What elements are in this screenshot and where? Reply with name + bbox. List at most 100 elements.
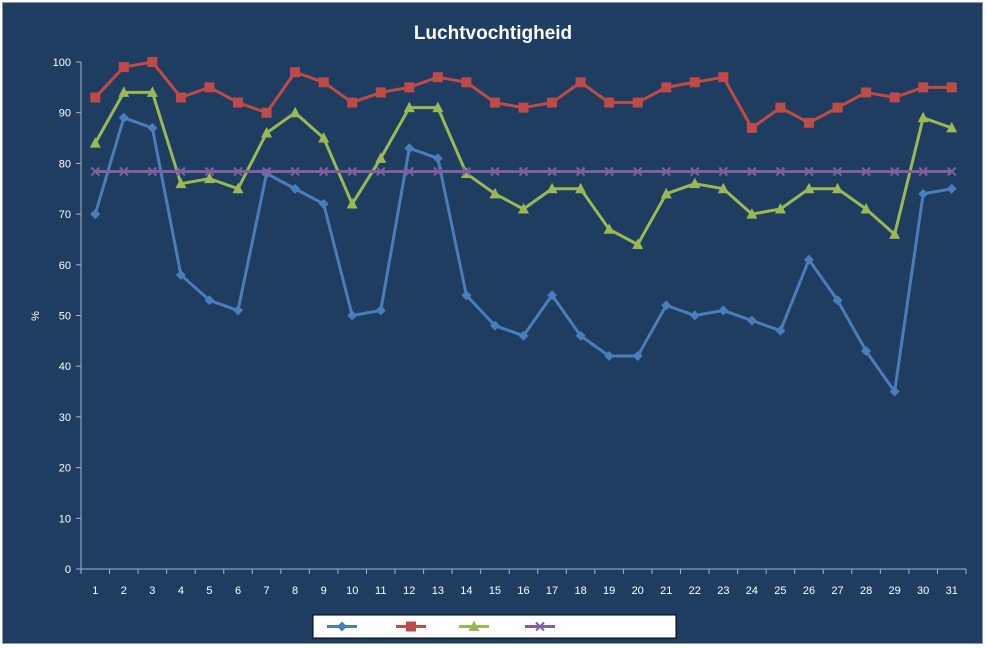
data-point-min	[318, 198, 329, 209]
x-tick-label: 26	[803, 585, 815, 597]
legend: min max gem maand gemiddelde	[312, 614, 677, 639]
x-tick-label: 30	[917, 585, 929, 597]
x-tick-label: 29	[889, 585, 901, 597]
x-marker-stroke	[119, 166, 129, 177]
x-tick-label: 24	[746, 585, 758, 597]
x-marker-stroke	[535, 621, 545, 632]
data-point-min	[632, 351, 643, 362]
x-marker-stroke	[433, 166, 443, 177]
x-marker-stroke	[775, 166, 786, 177]
data-point-gem	[917, 111, 929, 123]
data-point-gem	[603, 223, 615, 234]
data-point-maand-gemiddelde	[889, 166, 900, 177]
data-point-gem	[689, 177, 701, 189]
data-point-maand-gemiddelde	[832, 166, 843, 177]
x-marker-stroke	[918, 166, 928, 177]
data-point-max	[489, 97, 500, 108]
legend-swatch-marker	[337, 621, 347, 632]
data-point-max	[575, 77, 586, 88]
data-point-maand-gemiddelde	[604, 166, 614, 177]
data-point-gem	[89, 137, 101, 148]
data-point-gem	[717, 182, 729, 194]
x-marker-stroke	[889, 166, 900, 177]
data-point-gem	[489, 187, 501, 199]
y-tick-label: 60	[59, 260, 71, 272]
data-point-maand-gemiddelde	[318, 166, 329, 177]
x-tick-label: 7	[264, 585, 270, 597]
x-marker-stroke	[176, 166, 186, 177]
x-tick-label: 15	[489, 585, 501, 597]
legend-label-max: max	[429, 622, 450, 634]
x-tick-label: 27	[831, 585, 843, 597]
data-point-maand-gemiddelde	[632, 166, 643, 177]
data-point-min	[889, 386, 900, 397]
x-marker-stroke	[632, 166, 643, 177]
data-point-gem	[318, 132, 330, 143]
x-marker-stroke	[690, 166, 700, 177]
x-marker-stroke	[832, 166, 843, 177]
data-point-max	[204, 82, 215, 93]
data-point-maand-gemiddelde	[861, 166, 871, 177]
data-point-maand-gemiddelde	[261, 166, 272, 177]
data-point-min	[489, 320, 500, 331]
data-point-min	[604, 351, 615, 362]
data-point-gem	[518, 203, 529, 214]
x-marker-stroke	[147, 166, 158, 177]
legend-item-min: min	[327, 621, 378, 634]
data-point-gem	[403, 101, 415, 113]
x-tick-label: 18	[574, 585, 586, 597]
x-tick-label: 8	[292, 585, 298, 597]
x-tick-label: 3	[149, 585, 155, 597]
data-point-max	[746, 122, 757, 133]
x-tick-label: 19	[603, 585, 615, 597]
x-tick-label: 22	[689, 585, 701, 597]
y-tick-label: 40	[59, 361, 71, 373]
data-point-min	[746, 315, 757, 326]
legend-item-max: max	[396, 621, 450, 634]
legend-swatch-marker	[535, 621, 545, 632]
y-tick-label: 10	[59, 513, 71, 525]
x-marker-stroke	[490, 166, 500, 177]
data-point-min	[204, 295, 215, 306]
data-point-max	[718, 72, 729, 83]
legend-item-maand-gemiddelde: maand gemiddelde	[525, 622, 652, 634]
data-point-gem	[660, 187, 672, 199]
x-marker-stroke	[661, 166, 671, 177]
x-tick-label: 25	[774, 585, 786, 597]
data-point-min	[432, 153, 443, 164]
x-tick-label: 11	[375, 585, 386, 597]
series-max	[90, 57, 957, 133]
data-point-maand-gemiddelde	[918, 166, 928, 177]
x-tick-label: 23	[717, 585, 729, 597]
data-point-gem	[575, 182, 587, 194]
x-tick-label: 20	[632, 585, 644, 597]
x-tick-label: 14	[460, 585, 472, 597]
data-point-maand-gemiddelde	[290, 166, 300, 177]
series-line-max	[94, 60, 952, 130]
legend-label-maand-gemiddelde: maand gemiddelde	[558, 622, 652, 634]
data-point-gem	[774, 203, 786, 214]
x-tick-label: 4	[178, 585, 184, 597]
x-tick-label: 9	[321, 585, 327, 597]
x-tick-label: 6	[235, 585, 241, 597]
data-point-gem	[346, 197, 358, 209]
data-point-gem	[118, 86, 130, 97]
series-layer	[89, 57, 958, 397]
data-point-max	[90, 92, 101, 103]
x-marker-stroke	[718, 166, 729, 177]
data-point-maand-gemiddelde	[461, 166, 472, 177]
data-point-gem	[832, 182, 844, 194]
y-tick-label: 90	[59, 108, 71, 120]
y-tick-label: 50	[59, 311, 71, 323]
data-point-max	[147, 57, 158, 67]
data-point-min	[689, 310, 700, 321]
data-point-max	[233, 97, 244, 108]
x-marker-stroke	[376, 166, 386, 177]
x-marker-stroke	[461, 166, 472, 177]
data-point-maand-gemiddelde	[947, 166, 957, 177]
data-point-gem	[146, 86, 158, 97]
data-point-maand-gemiddelde	[433, 166, 443, 177]
data-point-maand-gemiddelde	[119, 166, 129, 177]
data-point-maand-gemiddelde	[775, 166, 786, 177]
data-point-gem	[232, 182, 244, 194]
